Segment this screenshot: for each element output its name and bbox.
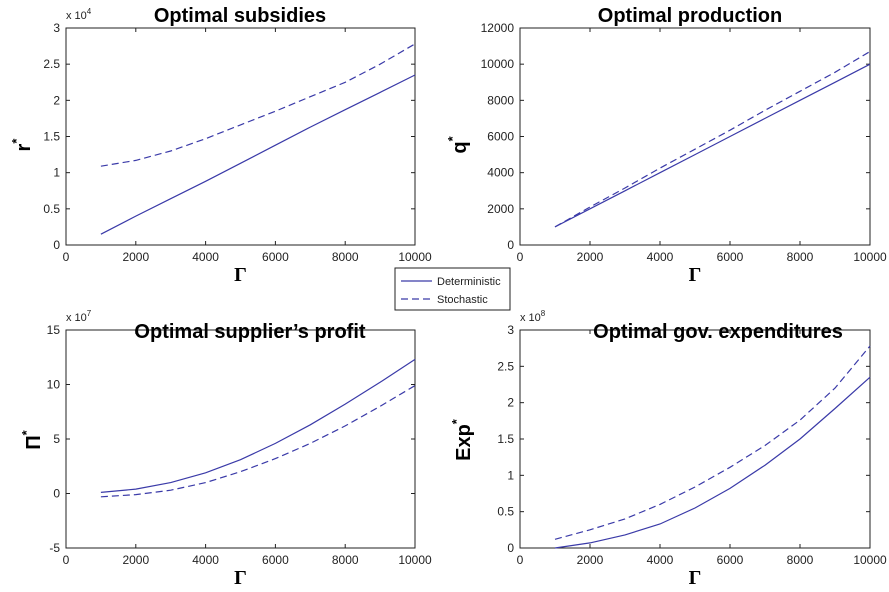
x-tick-label: 6000 [717, 553, 744, 567]
x-axis-label: Γ [234, 264, 247, 286]
series-line-deterministic [100, 74, 416, 235]
x-tick-label: 4000 [647, 553, 674, 567]
y-tick-label: 5 [53, 432, 60, 446]
x-tick-label: 6000 [262, 553, 289, 567]
y-tick-label: 2 [53, 93, 60, 107]
expenditures-chart: 0 2000 4000 6000 8000 10000 0 0.5 1 1.5 2 2.5 3 x 108… [449, 309, 887, 589]
x-tick-label: 2000 [577, 553, 604, 567]
x-tick-label: 6000 [717, 250, 744, 264]
chart-title: Optimal production [598, 5, 782, 27]
y-axis-label: Exp* [449, 418, 475, 461]
chart-title: Optimal gov. expenditures [593, 321, 843, 343]
x-tick-label: 4000 [192, 553, 219, 567]
y-tick-label: -5 [49, 541, 60, 555]
plot-area [519, 329, 871, 549]
y-axis-label: r* [9, 138, 35, 152]
series-line-stochastic [100, 385, 416, 498]
y-tick-label: 2 [507, 396, 514, 410]
y-tick-label: 4000 [487, 166, 514, 180]
y-tick-label: 2.5 [497, 359, 514, 373]
y-tick-label: 1 [507, 468, 514, 482]
series-line-deterministic [100, 358, 416, 493]
axis-multiplier: x 108 [520, 309, 546, 324]
x-tick-label: 10000 [398, 250, 432, 264]
series-line-stochastic [100, 43, 416, 167]
y-tick-label: 0.5 [497, 505, 514, 519]
chart-title: Optimal subsidies [154, 5, 326, 27]
y-tick-label: 10 [47, 378, 61, 392]
x-tick-label: 8000 [787, 250, 814, 264]
y-tick-label: 0.5 [43, 202, 60, 216]
series-line-deterministic [554, 376, 871, 549]
x-axis-label: Γ [689, 264, 702, 286]
y-tick-label: 6000 [487, 130, 514, 144]
x-tick-label: 2000 [577, 250, 604, 264]
y-axis-label: Π* [19, 429, 45, 449]
y-tick-label: 1 [53, 166, 60, 180]
plot-area [65, 329, 416, 549]
y-tick-label: 3 [507, 323, 514, 337]
y-tick-label: 8000 [487, 93, 514, 107]
y-tick-label: 2000 [487, 202, 514, 216]
x-tick-label: 8000 [332, 250, 359, 264]
x-axis-label: Γ [689, 567, 702, 589]
legend: Deterministic Stochastic [394, 267, 511, 311]
chart-title: Optimal supplier’s profit [134, 321, 365, 343]
x-tick-label: 4000 [192, 250, 219, 264]
y-tick-label: 2.5 [43, 57, 60, 71]
x-tick-label: 2000 [122, 250, 149, 264]
y-tick-label: 10000 [481, 57, 515, 71]
x-tick-label: 4000 [647, 250, 674, 264]
y-tick-label: 0 [507, 541, 514, 555]
x-tick-label: 0 [517, 553, 524, 567]
x-tick-label: 10000 [853, 250, 887, 264]
y-tick-label: 0 [53, 487, 60, 501]
legend-label-stochastic: Stochastic [437, 294, 488, 306]
series-line-stochastic [554, 345, 871, 540]
series-line-stochastic [554, 50, 871, 228]
y-tick-label: 12000 [481, 21, 515, 35]
plot-area [519, 27, 871, 246]
x-tick-label: 6000 [262, 250, 289, 264]
x-tick-label: 0 [517, 250, 524, 264]
production-chart: 0 2000 4000 6000 8000 10000 0 2000 4000 6000 8000 1… [445, 5, 887, 286]
x-tick-label: 0 [63, 250, 70, 264]
y-axis-label: q* [445, 135, 471, 153]
plot-area [65, 27, 416, 246]
y-tick-label: 0 [53, 238, 60, 252]
subsidies-chart: 0 2000 4000 6000 8000 10000 0 0.5 1 1.5 2 2.5 3 x 104… [9, 5, 432, 286]
y-tick-label: 3 [53, 21, 60, 35]
y-tick-label: 0 [507, 238, 514, 252]
x-axis-label: Γ [234, 567, 247, 589]
x-tick-label: 8000 [332, 553, 359, 567]
y-tick-label: 15 [47, 323, 61, 337]
legend-label-deterministic: Deterministic [437, 276, 501, 288]
x-tick-label: 8000 [787, 553, 814, 567]
y-tick-label: 1.5 [497, 432, 514, 446]
x-tick-label: 2000 [122, 553, 149, 567]
x-tick-label: 10000 [853, 553, 887, 567]
axis-multiplier: x 104 [66, 7, 92, 22]
series-line-deterministic [554, 63, 871, 228]
x-tick-label: 0 [63, 553, 70, 567]
x-tick-label: 10000 [398, 553, 432, 567]
axis-multiplier: x 107 [66, 309, 92, 324]
legend-box [394, 267, 511, 311]
y-tick-label: 1.5 [43, 130, 60, 144]
